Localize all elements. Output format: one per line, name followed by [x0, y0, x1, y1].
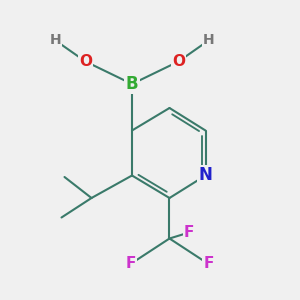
Text: N: N	[199, 167, 212, 184]
Text: H: H	[203, 34, 214, 47]
Text: O: O	[79, 54, 92, 69]
Text: F: F	[125, 256, 136, 272]
Text: F: F	[203, 256, 214, 272]
Text: B: B	[126, 75, 138, 93]
Text: O: O	[172, 54, 185, 69]
Text: F: F	[184, 225, 194, 240]
Text: H: H	[50, 34, 61, 47]
